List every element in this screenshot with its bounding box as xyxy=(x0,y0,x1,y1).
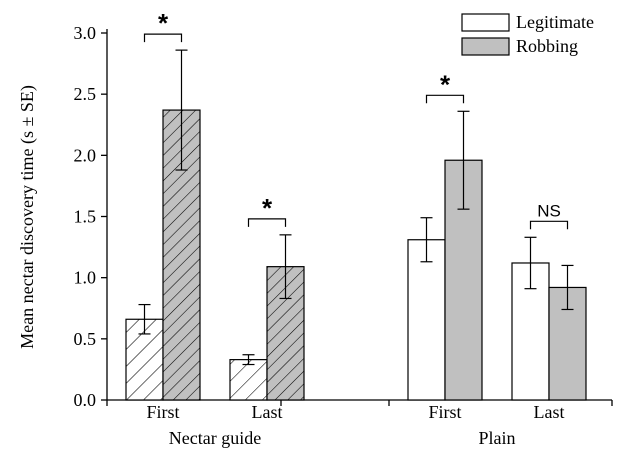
significance-label: NS xyxy=(537,201,561,220)
bar-legitimate xyxy=(229,359,268,401)
bars xyxy=(125,49,587,401)
y-tick-label: 0.5 xyxy=(74,329,97,349)
legend-label-robbing: Robbing xyxy=(516,36,578,56)
significance-bracket xyxy=(529,220,569,230)
group-label: Nectar guide xyxy=(169,428,261,448)
y-tick-label: 0.0 xyxy=(74,390,97,410)
axes: 0.0 0.5 1.0 1.5 2.0 2.5 3.0 First Last First Last N… xyxy=(74,23,613,448)
legend-label-legitimate: Legitimate xyxy=(516,12,594,32)
group-label: Plain xyxy=(478,428,515,448)
legend: Legitimate Robbing xyxy=(461,12,594,56)
category-label: Last xyxy=(534,402,565,422)
category-label: Last xyxy=(252,402,283,422)
significance-label: * xyxy=(440,69,451,99)
significance-bracket xyxy=(247,218,287,227)
y-axis-label: Mean nectar discovery time (s ± SE) xyxy=(17,85,38,349)
legend-swatch-legitimate xyxy=(461,13,510,32)
significance-label: * xyxy=(262,193,273,223)
y-tick-label: 2.0 xyxy=(74,145,97,165)
significance-bracket xyxy=(425,94,465,104)
category-label: First xyxy=(146,402,179,422)
bar-legitimate xyxy=(407,239,446,401)
legend-swatch-robbing xyxy=(461,37,510,56)
category-label: First xyxy=(428,402,461,422)
significance-label: * xyxy=(158,8,169,38)
y-tick-label: 1.5 xyxy=(74,207,97,227)
significance-bracket xyxy=(143,33,183,43)
y-tick-label: 3.0 xyxy=(74,23,97,43)
y-tick-label: 1.0 xyxy=(74,268,97,288)
significance-annotations: * * * NS xyxy=(143,8,569,230)
bar-legitimate xyxy=(125,318,164,401)
y-tick-label: 2.5 xyxy=(74,84,97,104)
